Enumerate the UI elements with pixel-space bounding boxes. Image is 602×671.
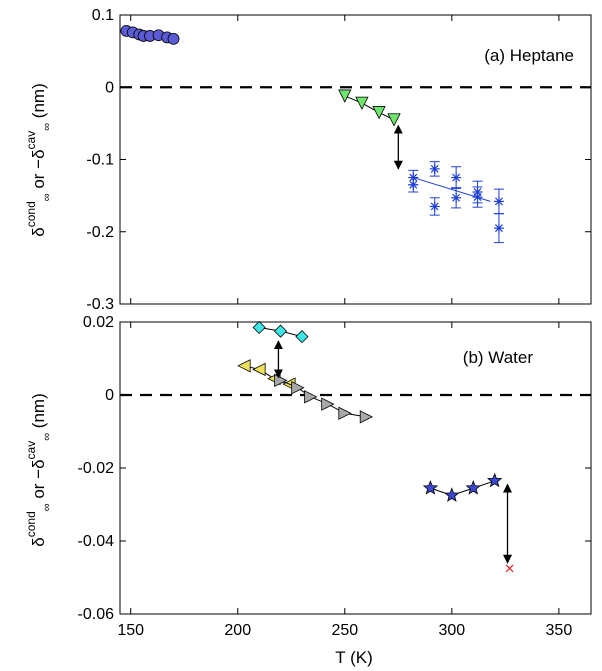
x-tick-label: 350 (546, 622, 573, 639)
y-tick-label: -0.02 (78, 460, 115, 477)
y-tick-label: 0 (105, 387, 114, 404)
data-point (167, 32, 180, 45)
data-point (493, 223, 504, 234)
x-tick-label: 300 (438, 622, 465, 639)
y-tick-label: -0.2 (86, 224, 114, 241)
y-tick-label: -0.1 (86, 152, 114, 169)
data-point (338, 406, 352, 420)
data-point (252, 362, 266, 377)
data-point (408, 179, 419, 190)
series-triangle-right (274, 373, 374, 424)
panel-b-label: (b) Water (463, 348, 534, 367)
panel-a-ylabel: δcond∞ or −δcav∞ (nm) (24, 83, 53, 237)
data-point (451, 192, 462, 203)
series-line (430, 480, 495, 496)
data-point (355, 96, 369, 111)
data-point (486, 472, 503, 488)
y-tick-label: -0.3 (86, 296, 114, 313)
data-point (338, 89, 352, 103)
data-point (252, 320, 266, 335)
data-point (444, 487, 460, 502)
data-point (451, 172, 462, 183)
data-point (422, 479, 439, 495)
x-tick-label: 200 (224, 622, 251, 639)
series-line (344, 95, 395, 121)
data-point (291, 381, 305, 395)
panel-a-label: (a) Heptane (484, 46, 574, 65)
series-circle (120, 24, 180, 45)
x-tick-label: 150 (117, 622, 144, 639)
series-diamond (252, 320, 309, 344)
data-point (274, 324, 288, 338)
panel-b-ylabel: δcond∞ or −δcav∞ (nm) (24, 393, 53, 547)
data-point (505, 564, 514, 573)
data-point (429, 163, 440, 174)
data-point (465, 479, 481, 495)
series-x (505, 564, 514, 573)
x-tick-label: 250 (331, 622, 358, 639)
data-point (372, 106, 386, 120)
y-tick-label: 0.1 (92, 7, 114, 24)
svg-text:δcond∞ or −δcav∞ (nm): δcond∞ or −δcav∞ (nm) (24, 393, 53, 547)
data-point (237, 359, 251, 373)
panel-heptane: (a) Heptane δcond∞ or −δcav∞ (nm) 0.1 0 -0… (24, 7, 592, 313)
data-point (493, 196, 504, 207)
data-point (359, 410, 374, 424)
data-point (304, 390, 318, 404)
series-triangle-down (338, 89, 401, 127)
y-tick-label: 0.02 (83, 314, 114, 331)
data-point (387, 113, 401, 127)
y-tick-label: 0 (105, 79, 114, 96)
data-point (429, 201, 440, 212)
series-star (422, 472, 503, 502)
svg-text:δcond∞ or −δcav∞ (nm): δcond∞ or −δcav∞ (nm) (24, 83, 53, 237)
series-triangle-left (237, 359, 296, 391)
x-axis-label: T (K) (335, 648, 372, 667)
data-point (472, 192, 483, 203)
panel-water: (b) Water δcond∞ or −δcav∞ (nm) T (K) 0.… (24, 314, 592, 667)
y-tick-label: -0.06 (78, 606, 115, 623)
y-tick-label: -0.04 (78, 533, 115, 550)
data-point (321, 397, 335, 411)
series-asterisk (408, 161, 504, 244)
data-point (295, 330, 309, 344)
